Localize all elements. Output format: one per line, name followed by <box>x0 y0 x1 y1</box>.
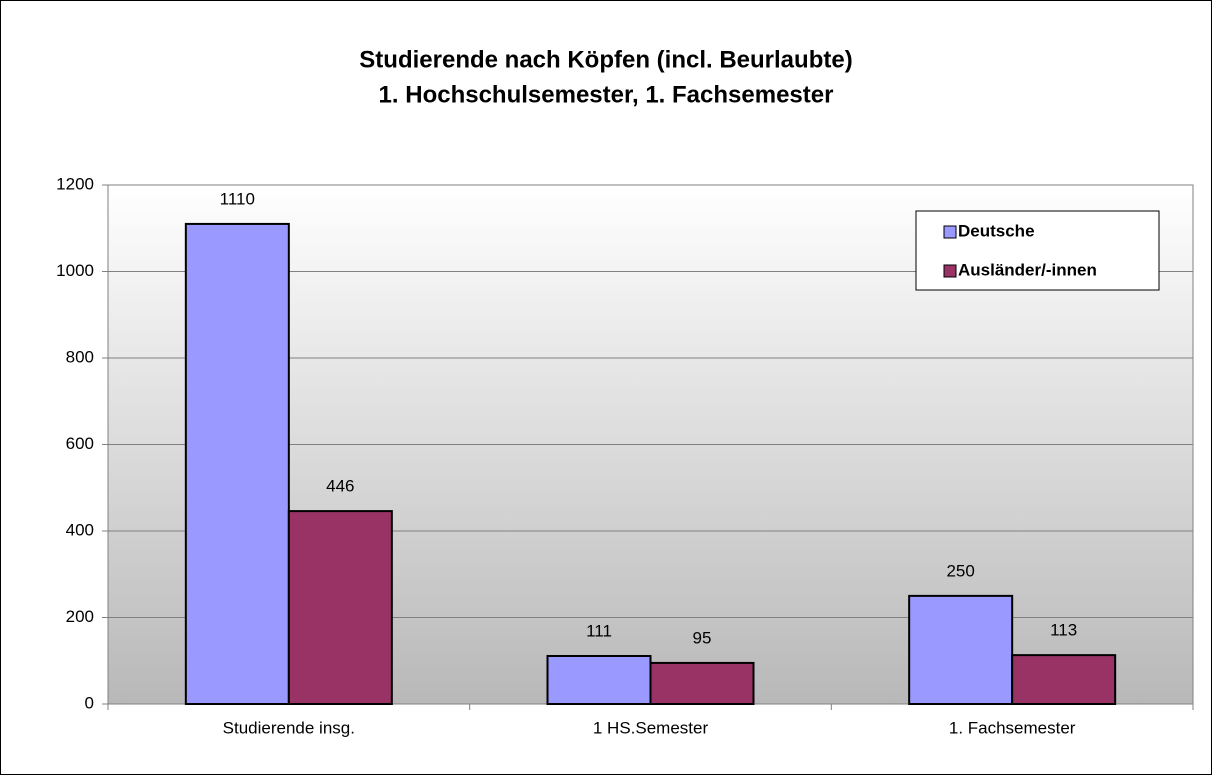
legend-swatch <box>943 264 957 278</box>
bar <box>908 594 1014 705</box>
x-tick-label: Studierende insg. <box>223 718 355 737</box>
x-tick-label: 1. Fachsemester <box>949 718 1076 737</box>
bar <box>287 510 393 706</box>
y-tick-label: 200 <box>66 607 94 626</box>
data-label: 95 <box>693 628 712 647</box>
bar <box>546 654 652 705</box>
data-label: 250 <box>946 561 974 580</box>
y-tick-label: 800 <box>66 347 94 366</box>
x-tick-label: 1 HS.Semester <box>593 718 709 737</box>
bar <box>184 222 290 706</box>
data-label: 111 <box>586 621 612 640</box>
data-label: 1110 <box>220 189 255 208</box>
legend-label: Deutsche <box>958 221 1035 240</box>
y-tick-label: 1200 <box>56 174 94 193</box>
y-tick-label: 600 <box>66 434 94 453</box>
chart-subtitle: 1. Hochschulsemester, 1. Fachsemester <box>379 81 834 108</box>
legend-label: Ausländer/-innen <box>958 260 1097 279</box>
data-label: 446 <box>326 477 354 496</box>
bar <box>1011 654 1117 706</box>
bar <box>649 661 755 705</box>
y-tick-label: 1000 <box>56 261 94 280</box>
data-label: 113 <box>1050 621 1077 640</box>
y-tick-label: 0 <box>85 693 94 712</box>
y-tick-label: 400 <box>66 520 94 539</box>
chart-title: Studierende nach Köpfen (incl. Beurlaubt… <box>359 46 852 73</box>
legend-swatch <box>943 225 957 239</box>
